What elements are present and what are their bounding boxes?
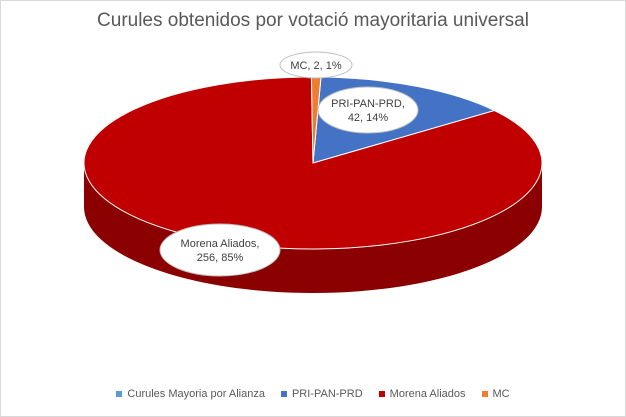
chart-title: Curules obtenidos por votació mayoritari… [97, 10, 529, 31]
legend-swatch-pri-pan-prd [280, 391, 287, 397]
legend-label-mc: MC [492, 388, 510, 400]
legend-label-curules-mayoria-por-alianza: Curules Mayoria por Alianza [127, 388, 265, 400]
data-label-bubble-mc [279, 51, 353, 79]
data-label-bubble-pri-pan-prd [317, 86, 419, 134]
legend-swatch-mc [481, 391, 488, 397]
data-label-morena-aliados: Morena Aliados, 256, 85% [181, 238, 260, 264]
legend-item-curules-mayoria-por-alianza: Curules Mayoria por Alianza [116, 388, 265, 400]
legend-label-morena-aliados: Morena Aliados [389, 388, 466, 400]
data-label-pri-pan-prd: PRI-PAN-PRD, 42, 14% [331, 98, 405, 124]
data-label-bubble-morena-aliados [159, 223, 281, 277]
legend-item-pri-pan-prd: PRI-PAN-PRD [280, 388, 363, 400]
legend-item-mc: MC [481, 388, 510, 400]
legend-label-pri-pan-prd: PRI-PAN-PRD [291, 388, 363, 400]
legend-item-morena-aliados: Morena Aliados [378, 388, 466, 400]
legend-swatch-morena-aliados [378, 391, 385, 397]
legend-swatch-curules-mayoria-por-alianza [116, 391, 123, 397]
data-label-mc: MC, 2, 1% [290, 60, 342, 72]
legend: Curules Mayoria por Alianza PRI-PAN-PRD Mo… [0, 388, 626, 400]
